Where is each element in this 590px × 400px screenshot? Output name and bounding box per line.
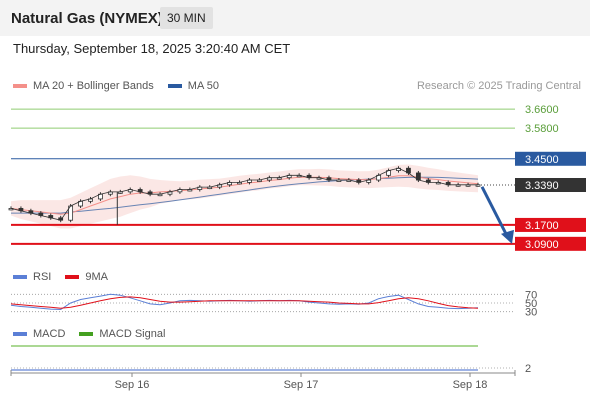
legend-9ma: 9MA (65, 271, 108, 283)
level-label-2: 3.4500 (525, 154, 559, 166)
legend-macd-signal: MACD Signal (79, 328, 165, 340)
rsi-ma-line (10, 296, 479, 309)
legend-ma50-swatch (167, 84, 182, 88)
legend-ma50-label: MA 50 (187, 80, 219, 92)
ma50-line (11, 176, 479, 214)
level-label-3: 3.3390 (525, 180, 559, 192)
legend-macd: MACD (13, 328, 65, 340)
x-axis-tick-label: Sep 16 (115, 379, 150, 391)
legend-ma20-label: MA 20 + Bollinger Bands (33, 80, 154, 92)
legend-9ma-label: 9MA (85, 271, 108, 283)
x-axis-tick-label: Sep 18 (453, 379, 488, 391)
level-label-0: 3.6600 (525, 104, 559, 116)
rsi-line (10, 293, 479, 311)
legend-ma20-swatch (13, 84, 27, 88)
legend-ma20: MA 20 + Bollinger Bands (13, 80, 154, 92)
price-line (10, 167, 478, 221)
rsi-level-label-30: 30 (525, 307, 537, 319)
credit-text: Research © 2025 Trading Central (416, 80, 581, 92)
forecast-arrow-shaft (480, 186, 510, 239)
bollinger-band (11, 164, 478, 229)
legend-rsi-label: RSI (33, 271, 52, 283)
level-label-4: 3.1700 (525, 220, 559, 232)
legend-macd-swatch (13, 332, 27, 336)
instrument-title: Natural Gas (NYMEX) (11, 10, 163, 27)
rsi-level-label-50: 50 (525, 298, 537, 310)
main-legend: MA 20 + Bollinger Bands MA 50 (13, 80, 233, 92)
macd-axis-label: 2 (525, 363, 531, 375)
legend-9ma-swatch (65, 275, 80, 279)
macd-legend: MACD MACD Signal (13, 328, 179, 340)
level-label-5: 3.0900 (525, 239, 559, 251)
legend-macd-signal-swatch (79, 332, 94, 336)
timestamp: Thursday, September 18, 2025 3:20:40 AM … (13, 41, 291, 56)
legend-rsi-swatch (13, 275, 27, 279)
level-tag-bg-4 (515, 217, 586, 232)
legend-macd-signal-label: MACD Signal (99, 328, 166, 340)
forecast-arrow-head (501, 229, 514, 244)
level-tag-bg-3 (515, 178, 586, 193)
legend-ma50: MA 50 (167, 80, 219, 92)
level-tag-bg-5 (515, 236, 586, 251)
header-bar: Natural Gas (NYMEX) 30 MIN (0, 0, 590, 36)
rsi-legend: RSI 9MA (13, 271, 122, 283)
level-label-1: 3.5800 (525, 123, 559, 135)
interval-badge[interactable]: 30 MIN (160, 7, 213, 29)
rsi-level-label-70: 70 (525, 289, 537, 301)
legend-macd-label: MACD (33, 328, 66, 340)
level-tag-bg-2 (515, 151, 586, 166)
x-axis-tick-label: Sep 17 (284, 379, 319, 391)
ma20-line (10, 175, 479, 215)
legend-rsi: RSI (13, 271, 51, 283)
